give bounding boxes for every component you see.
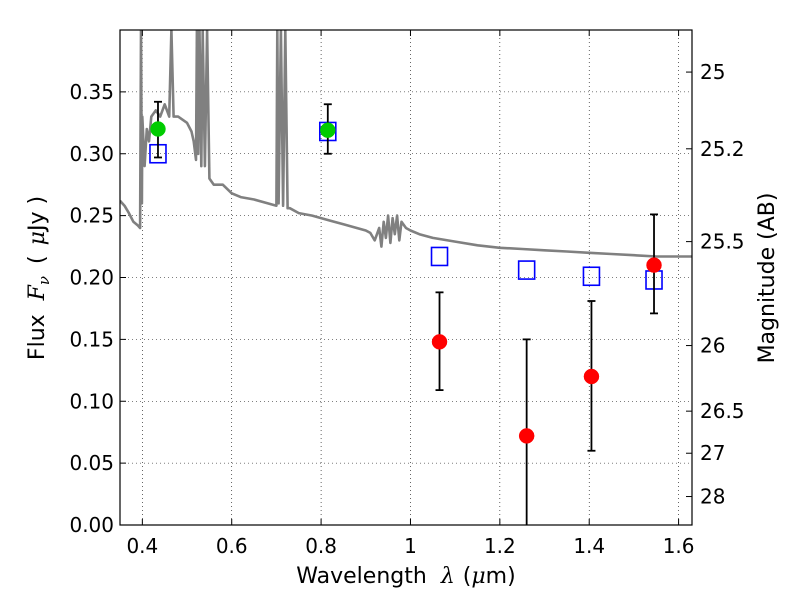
measured-flux-point [646, 257, 662, 273]
x-tick-label: 1.6 [663, 534, 695, 558]
x-axis-label: Wavelength λ (μm) [296, 564, 515, 589]
y-tick-label: 0.35 [69, 80, 114, 104]
y-axis-label: FluxFν(μJy ) [25, 196, 53, 360]
x-tick-label: 0.4 [126, 534, 158, 558]
x-tick-label: 0.8 [305, 534, 337, 558]
model-flux-square [430, 246, 449, 267]
y2-tick-label: 28 [700, 485, 725, 509]
y-tick-label: 0.10 [69, 389, 114, 413]
y2-tick-label: 26 [700, 334, 725, 358]
y-tick-label: 0.20 [69, 266, 114, 290]
measured-flux-point [320, 122, 336, 138]
x-tick-label: 1.2 [484, 534, 516, 558]
x-tick-label: 1 [404, 534, 417, 558]
y2-tick-label: 25.5 [700, 230, 745, 254]
measured-flux-point [583, 368, 600, 385]
x-tick-label: 0.6 [216, 534, 248, 558]
y2-tick-label: 25 [700, 60, 725, 84]
y-tick-label: 0.15 [69, 327, 114, 351]
x-tick-label: 1.4 [573, 534, 605, 558]
template-spectrum-line [120, 30, 692, 258]
y-tick-label: 0.05 [69, 451, 114, 475]
y-tick-label: 0.00 [69, 513, 114, 537]
model-flux-square [517, 260, 536, 280]
model-flux-square [582, 266, 601, 287]
y2-tick-label: 25.2 [700, 137, 745, 161]
measured-flux-point [150, 121, 166, 137]
measured-flux-point [518, 428, 535, 444]
y-tick-label: 0.25 [69, 204, 114, 228]
ticks: 0.4 0.6 0.8 1 1.2 1.4 1.6 0.00 0.05 0.10 0.15 0.20 0… [69, 30, 745, 558]
y2-tick-label: 27 [700, 441, 725, 465]
y2-tick-label: 26.5 [700, 399, 745, 423]
y-tick-label: 0.30 [69, 142, 114, 166]
y2-axis-label: Magnitude (AB) [755, 193, 780, 364]
measured-flux-point [431, 334, 448, 350]
plot-area [120, 30, 692, 525]
